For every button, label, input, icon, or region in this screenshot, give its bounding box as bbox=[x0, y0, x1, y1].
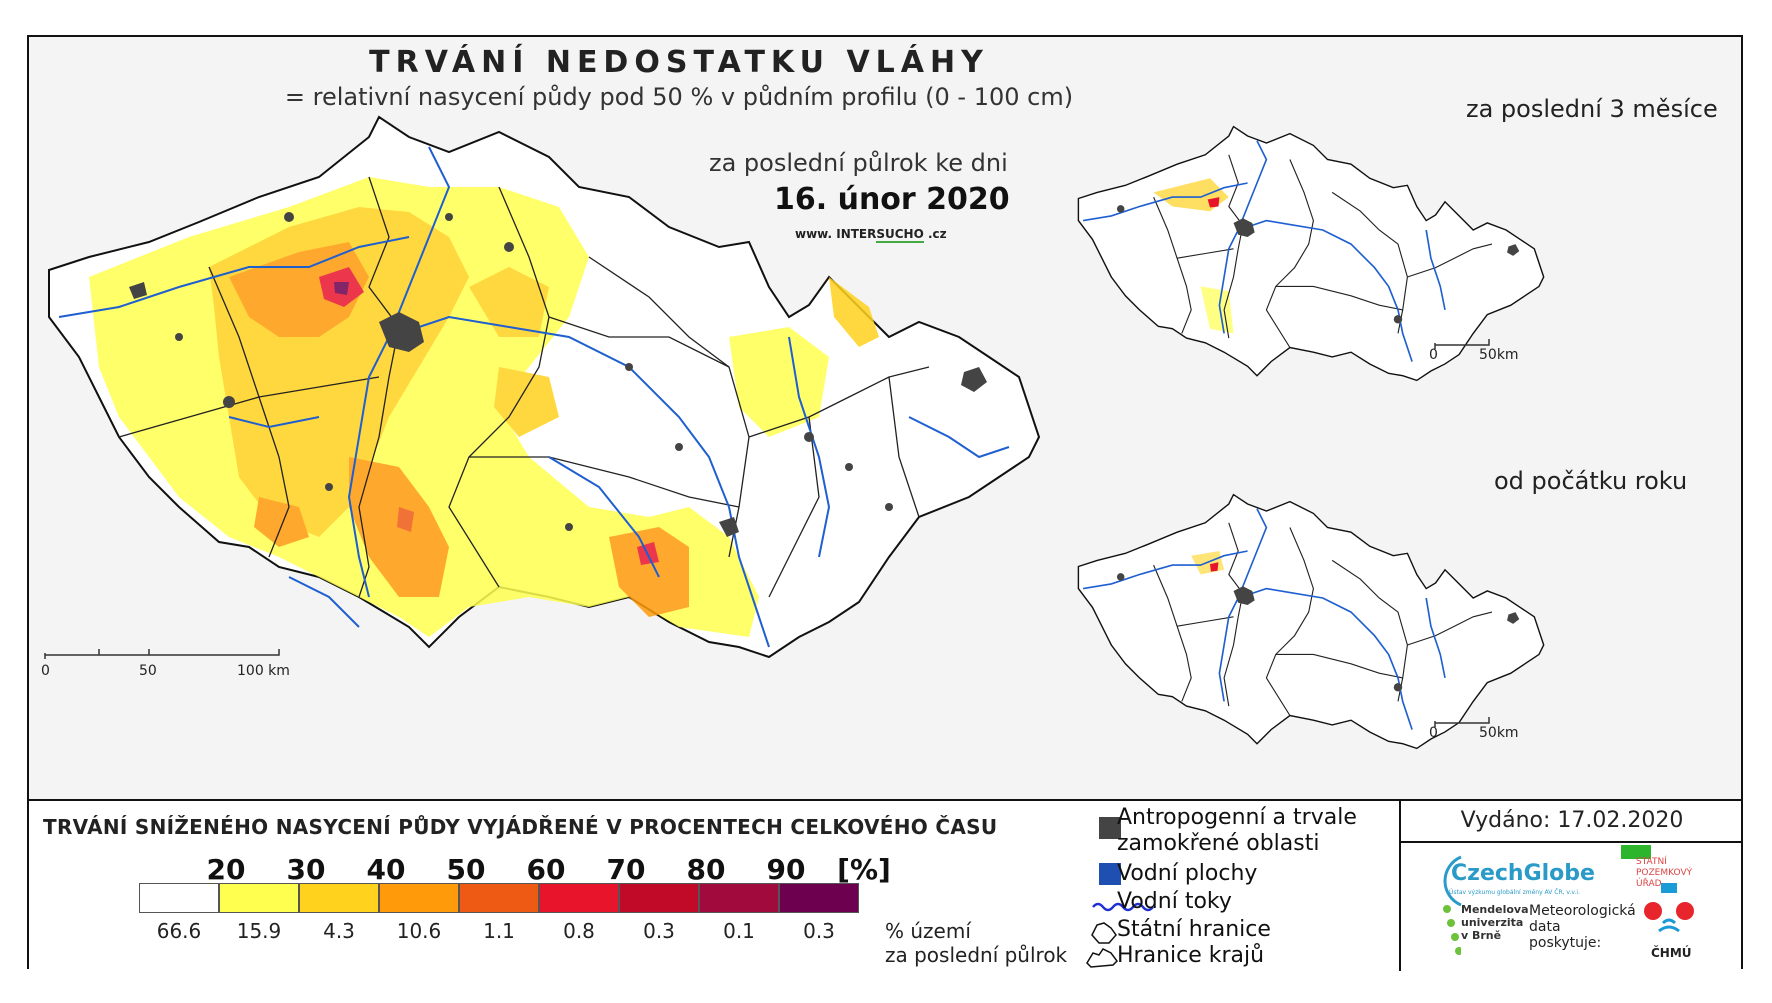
czechglobe-subtitle: Ústav výzkumu globální změny AV ČR, v.v.… bbox=[1449, 889, 1580, 896]
legend-swatch bbox=[139, 883, 219, 913]
legend-tick: 80 bbox=[686, 853, 726, 886]
chmu-logo-icon bbox=[1644, 883, 1694, 933]
date-label: 16. únor 2020 bbox=[774, 182, 1010, 217]
legend-class-percent: 0.3 bbox=[803, 919, 835, 943]
legend-swatch bbox=[219, 883, 299, 913]
scale-label-50: 50 bbox=[139, 663, 157, 679]
legend-percent-label: % území za poslední půlrok bbox=[885, 919, 1068, 967]
scale-label-0: 0 bbox=[41, 663, 50, 679]
legend-unit: [%] bbox=[837, 853, 891, 886]
legend-tick: 50 bbox=[446, 853, 486, 886]
region-border-icon bbox=[1086, 948, 1118, 968]
inset-3m-scale-0: 0 bbox=[1429, 347, 1438, 363]
legend-swatch bbox=[619, 883, 699, 913]
website-label: www. INTERSUCHO .cz bbox=[795, 227, 947, 243]
legend-swatch bbox=[379, 883, 459, 913]
legend-swatch bbox=[459, 883, 539, 913]
dryness-patches bbox=[89, 177, 879, 637]
legend-class-percent: 66.6 bbox=[156, 919, 202, 943]
maps-svg: 0 50 100 km bbox=[41, 115, 1545, 750]
legend-tick: 70 bbox=[606, 853, 646, 886]
inset-3m-scale-bar: 0 50km bbox=[1429, 339, 1519, 363]
legend-tick: 30 bbox=[286, 853, 326, 886]
key-region-border: Hranice krajů bbox=[1117, 943, 1265, 968]
mendel-dots-icon bbox=[1443, 905, 1461, 955]
legend-class-percent: 15.9 bbox=[236, 919, 282, 943]
inset-map-ytd bbox=[1077, 493, 1545, 750]
anthropogenic-swatch bbox=[1099, 817, 1121, 839]
rivers bbox=[58, 146, 1010, 648]
publisher-box: Vydáno: 17.02.2020 CzechGlobe Ústav výzk… bbox=[1399, 801, 1743, 971]
map-frame: 0 50 100 km bbox=[27, 35, 1743, 971]
inset-ytd-scale-0: 0 bbox=[1429, 725, 1438, 741]
legend-swatch bbox=[299, 883, 379, 913]
czechglobe-arc-icon bbox=[1443, 855, 1462, 907]
legend-title: TRVÁNÍ SNÍŽENÉHO NASYCENÍ PŮDY VYJÁDŘENÉ… bbox=[43, 815, 998, 839]
scale-label-100: 100 km bbox=[237, 663, 290, 679]
inset-map-3-months bbox=[1077, 125, 1545, 382]
map-area: 0 50 100 km bbox=[29, 37, 1741, 799]
key-water-bodies: Vodní plochy bbox=[1117, 861, 1258, 886]
urban-areas bbox=[129, 212, 987, 537]
map-subtitle: = relativní nasycení půdy pod 50 % v půd… bbox=[284, 83, 1074, 111]
legend-tick: 60 bbox=[526, 853, 566, 886]
main-map: 0 50 100 km bbox=[41, 115, 1041, 679]
spu-logo: STÁTNÍ POZEMKOVÝ ÚŘAD bbox=[1636, 857, 1693, 889]
legend-swatch bbox=[699, 883, 779, 913]
legend-tick: 90 bbox=[766, 853, 806, 886]
legend-class-percent: 1.1 bbox=[483, 919, 515, 943]
key-anthropogenic: Antropogenní a trvale zamokřené oblasti bbox=[1117, 805, 1357, 856]
chmu-logo: ČHMÚ bbox=[1651, 946, 1692, 960]
legend-class-percent: 0.8 bbox=[563, 919, 595, 943]
spu-logo-icon bbox=[1621, 845, 1651, 859]
key-state-border: Státní hranice bbox=[1117, 917, 1271, 942]
map-title: TRVÁNÍ NEDOSTATKU VLÁHY bbox=[369, 45, 989, 80]
period-label: za poslední půlrok ke dni bbox=[709, 149, 1008, 177]
inset-ytd-scale-bar: 0 50km bbox=[1429, 717, 1519, 741]
inset-3m-title: za poslední 3 měsíce bbox=[1466, 95, 1718, 123]
legend-tick: 40 bbox=[366, 853, 406, 886]
legend-panel: TRVÁNÍ SNÍŽENÉHO NASYCENÍ PŮDY VYJÁDŘENÉ… bbox=[29, 799, 1743, 971]
legend-class-percent: 10.6 bbox=[396, 919, 442, 943]
key-rivers: Vodní toky bbox=[1117, 889, 1232, 914]
inset-3m-scale-50: 50km bbox=[1479, 347, 1519, 363]
legend-class-percent: 4.3 bbox=[323, 919, 355, 943]
main-scale-bar: 0 50 100 km bbox=[41, 649, 290, 679]
mendel-logo: Mendelova univerzita v Brně bbox=[1461, 903, 1529, 942]
state-border-icon bbox=[1091, 922, 1117, 944]
inset-ytd-scale-50: 50km bbox=[1479, 725, 1519, 741]
legend-swatch bbox=[779, 883, 859, 913]
river-line-icon bbox=[1092, 902, 1154, 912]
czechglobe-logo: CzechGlobe bbox=[1451, 861, 1595, 886]
meteo-data-label: Meteorologická data poskytuje: bbox=[1529, 903, 1636, 951]
water-body-swatch bbox=[1099, 863, 1121, 885]
legend-tick: 20 bbox=[206, 853, 246, 886]
inset-ytd-title: od počátku roku bbox=[1494, 467, 1688, 495]
legend-class-percent: 0.1 bbox=[723, 919, 755, 943]
issued-date: Vydáno: 17.02.2020 bbox=[1401, 801, 1743, 843]
legend-swatch bbox=[539, 883, 619, 913]
legend-class-percent: 0.3 bbox=[643, 919, 675, 943]
